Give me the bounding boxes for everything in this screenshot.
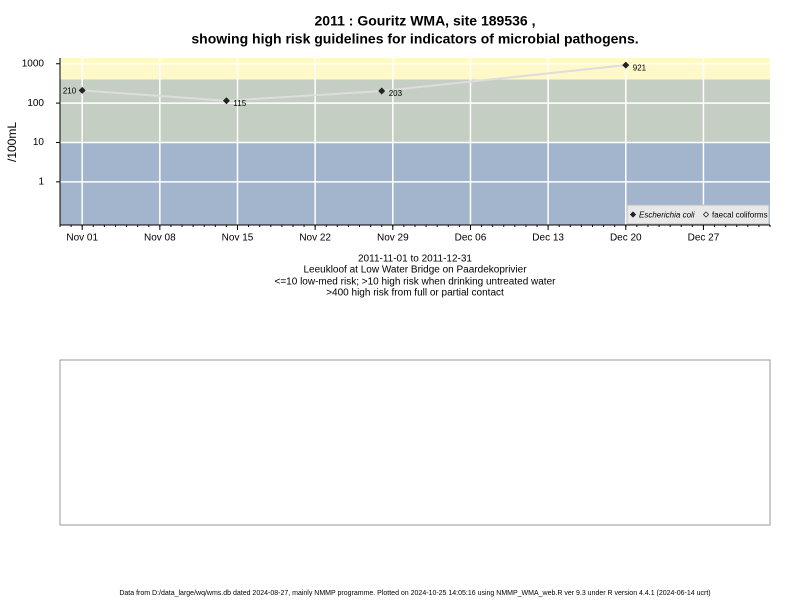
legend-label: Escherichia coli (639, 211, 695, 220)
y-tick-label: 1 (38, 176, 44, 187)
risk-band (60, 58, 770, 80)
series-line (82, 64, 626, 102)
legend-label: faecal coliforms (712, 211, 768, 220)
x-tick-label: Dec 06 (455, 233, 487, 244)
x-tick-label: Nov 01 (66, 233, 98, 244)
data-point (78, 86, 86, 94)
footer: Data from D:/data_large/wq/wms.db dated … (119, 590, 710, 597)
y-tick-label: 10 (33, 137, 45, 148)
x-tick-label: Dec 27 (688, 233, 720, 244)
legend-marker (629, 211, 637, 218)
chart-title: showing high risk guidelines for indicat… (191, 31, 638, 47)
subtitle: <=10 low-med risk; >10 high risk when dr… (275, 277, 557, 288)
subtitle: >400 high risk from full or partial cont… (326, 288, 504, 299)
data-label: 203 (389, 89, 403, 98)
data-point (222, 97, 230, 105)
x-tick-label: Nov 15 (222, 233, 254, 244)
empty-panel (59, 359, 771, 526)
x-tick-label: Nov 29 (377, 233, 409, 244)
y-tick-label: 1000 (22, 58, 45, 69)
chart-title: 2011 : Gouritz WMA, site 189536 , (315, 13, 536, 29)
legend-box (626, 204, 770, 225)
data-label: 921 (633, 63, 647, 72)
risk-band (60, 79, 770, 143)
x-tick-label: Dec 20 (610, 233, 642, 244)
y-tick-label: 100 (27, 98, 44, 109)
data-label: 210 (63, 87, 77, 96)
x-tick-label: Nov 08 (144, 233, 176, 244)
subtitle: 2011-11-01 to 2011-12-31 (358, 254, 472, 265)
data-point (378, 87, 386, 95)
y-axis-label: /100mL (5, 122, 19, 162)
data-point (622, 61, 630, 69)
x-tick-label: Dec 13 (532, 233, 564, 244)
subtitle: Leeukloof at Low Water Bridge on Paardek… (303, 265, 527, 276)
legend-marker (702, 211, 710, 218)
data-label: 115 (233, 99, 246, 108)
x-tick-label: Nov 22 (299, 233, 331, 244)
